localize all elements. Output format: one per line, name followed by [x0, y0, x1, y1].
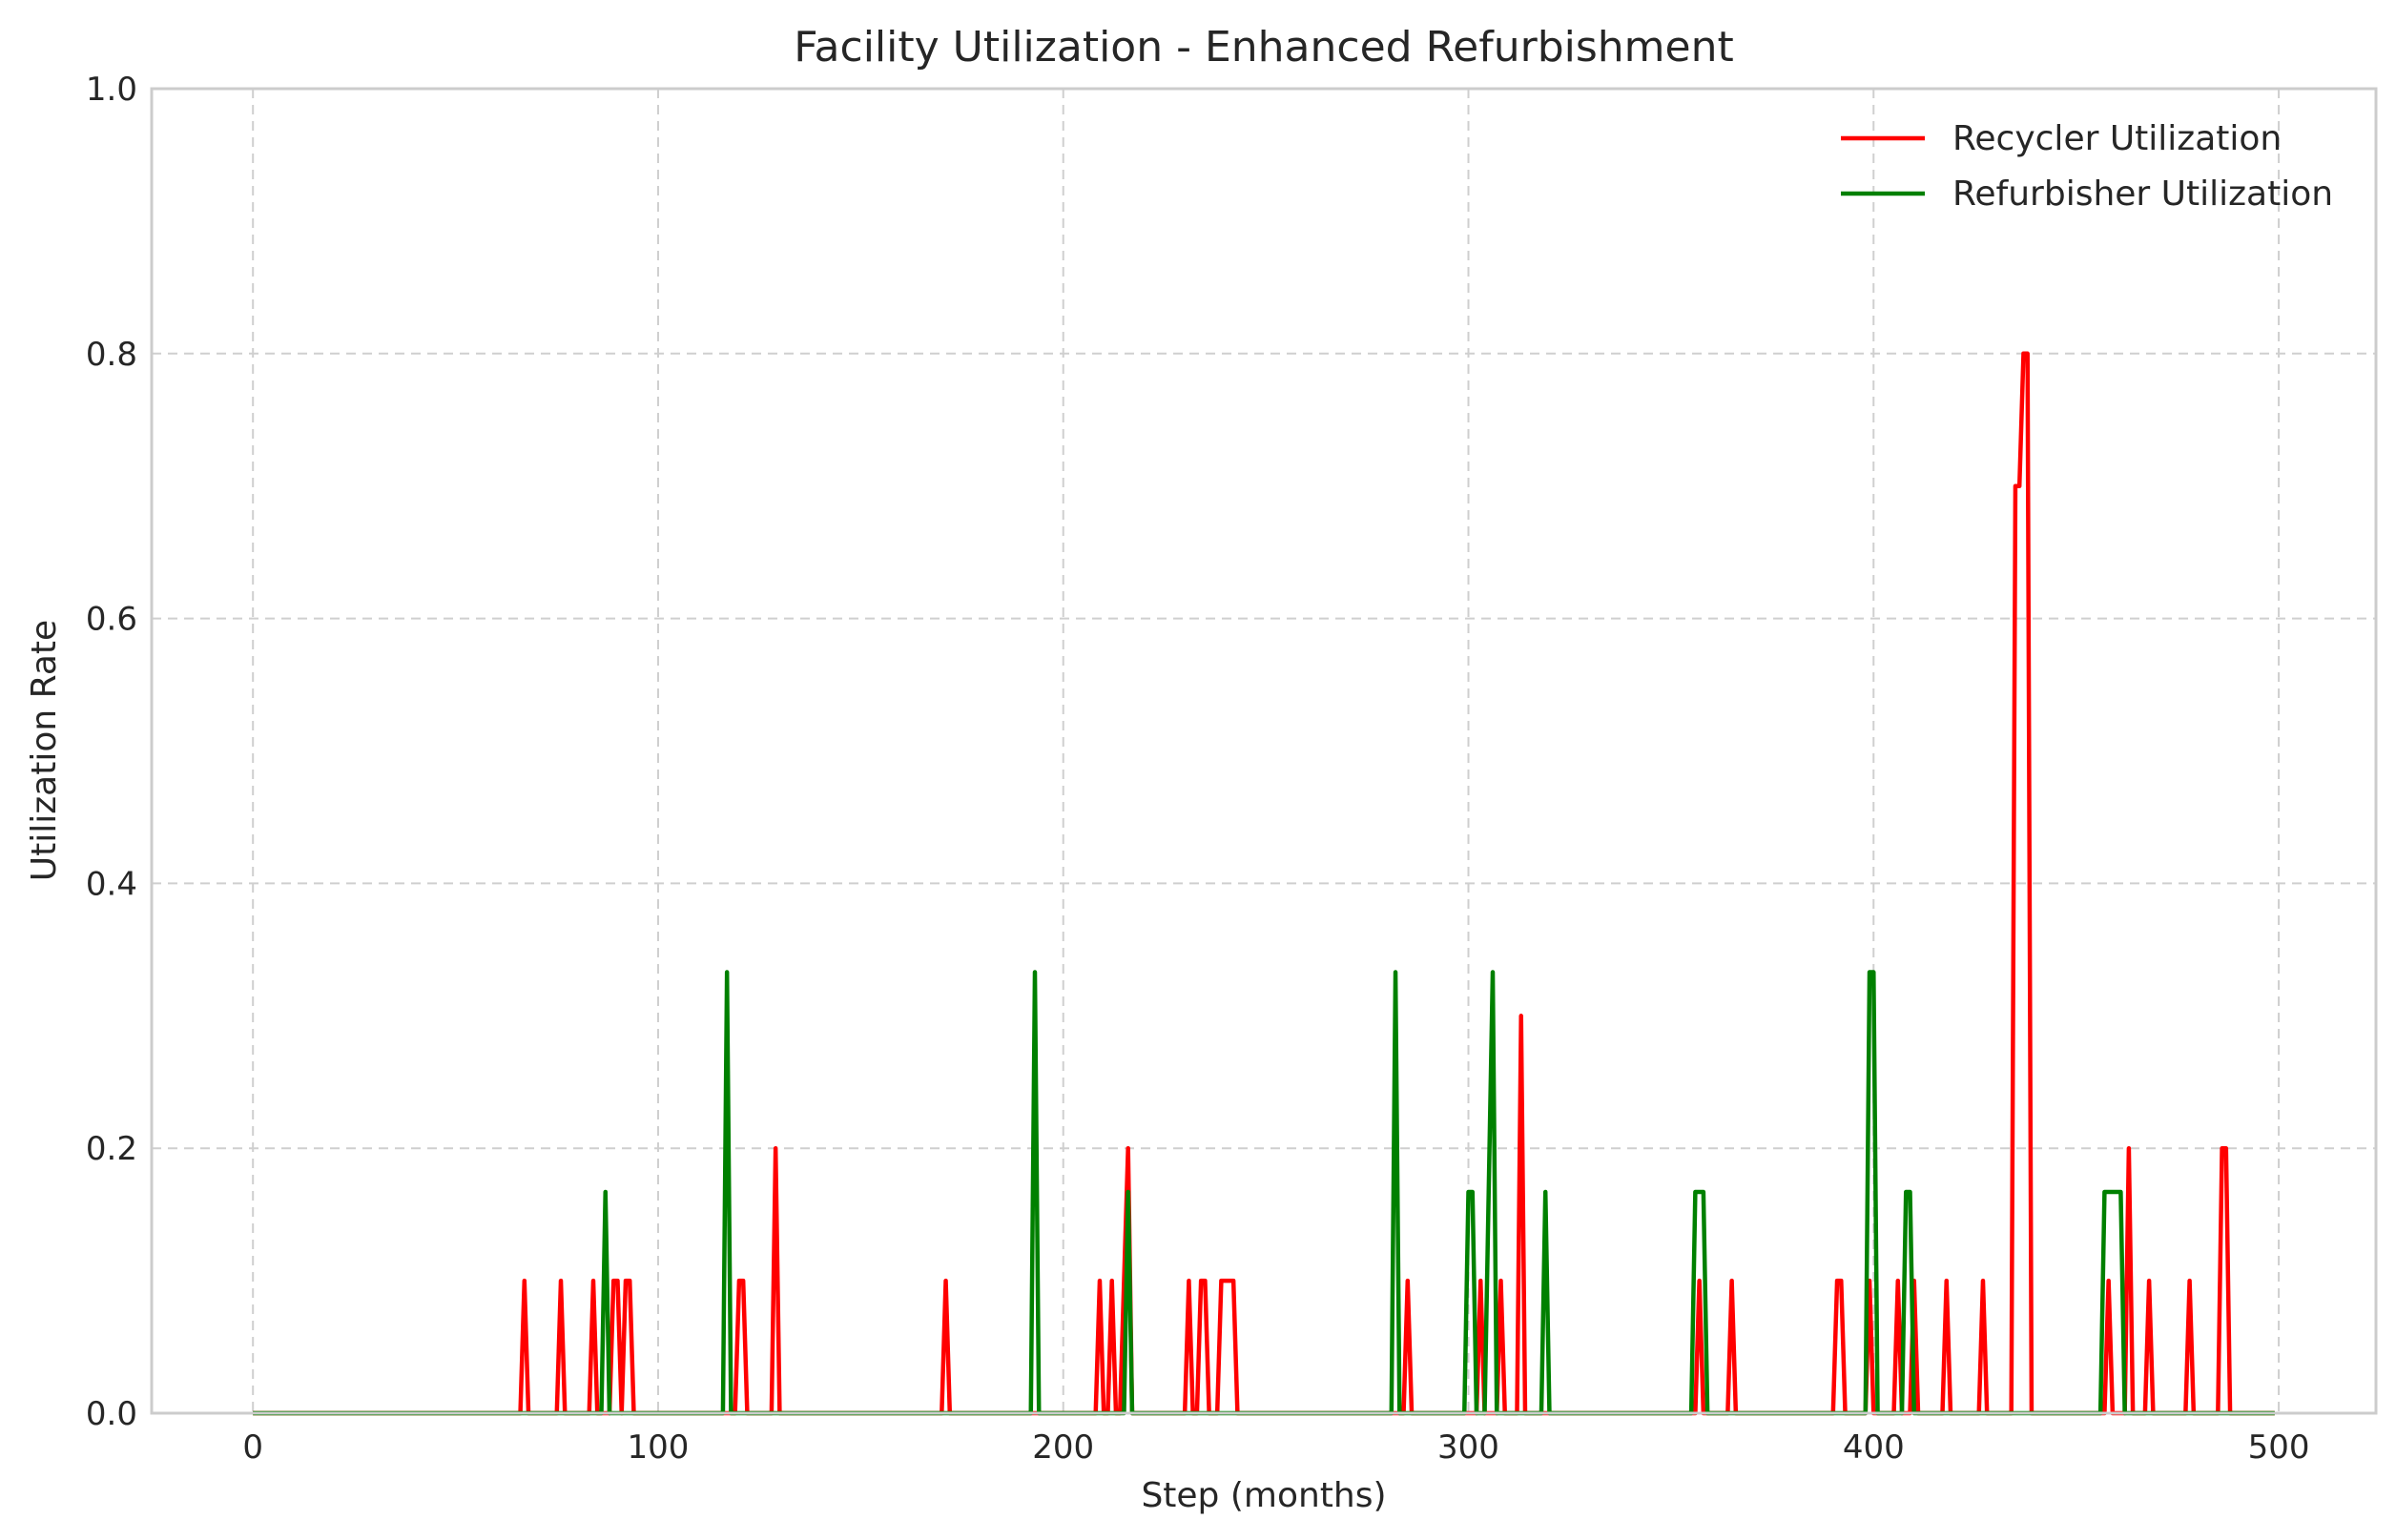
x-axis-label: Step (months): [1141, 1476, 1386, 1515]
legend-label: Refurbisher Utilization: [1952, 175, 2333, 214]
x-tick-label: 300: [1437, 1428, 1499, 1467]
y-tick-label: 0.6: [86, 601, 137, 639]
y-tick-label: 1.0: [86, 71, 137, 109]
y-axis-label: Utilization Rate: [25, 620, 64, 881]
tick-labels: 0 100 200 300 400 500 0.0 0.2 0.4 0.6 0.8 1.0: [86, 71, 2310, 1467]
plot-frame: [150, 87, 2378, 1415]
x-tick-label: 400: [1843, 1428, 1905, 1467]
x-tick-label: 500: [2248, 1428, 2310, 1467]
y-tick-label: 0.8: [86, 336, 137, 374]
legend: Recycler Utilization Refurbisher Utilizat…: [1841, 119, 2333, 214]
y-tick-label: 0.0: [86, 1395, 137, 1433]
x-tick-label: 200: [1032, 1428, 1094, 1467]
chart-title: Facility Utilization - Enhanced Refurbis…: [794, 23, 1733, 72]
x-tick-label: 100: [628, 1428, 690, 1467]
y-tick-label: 0.4: [86, 865, 137, 903]
y-tick-label: 0.2: [86, 1130, 137, 1168]
x-tick-label: 0: [242, 1428, 263, 1467]
legend-label: Recycler Utilization: [1952, 119, 2282, 158]
